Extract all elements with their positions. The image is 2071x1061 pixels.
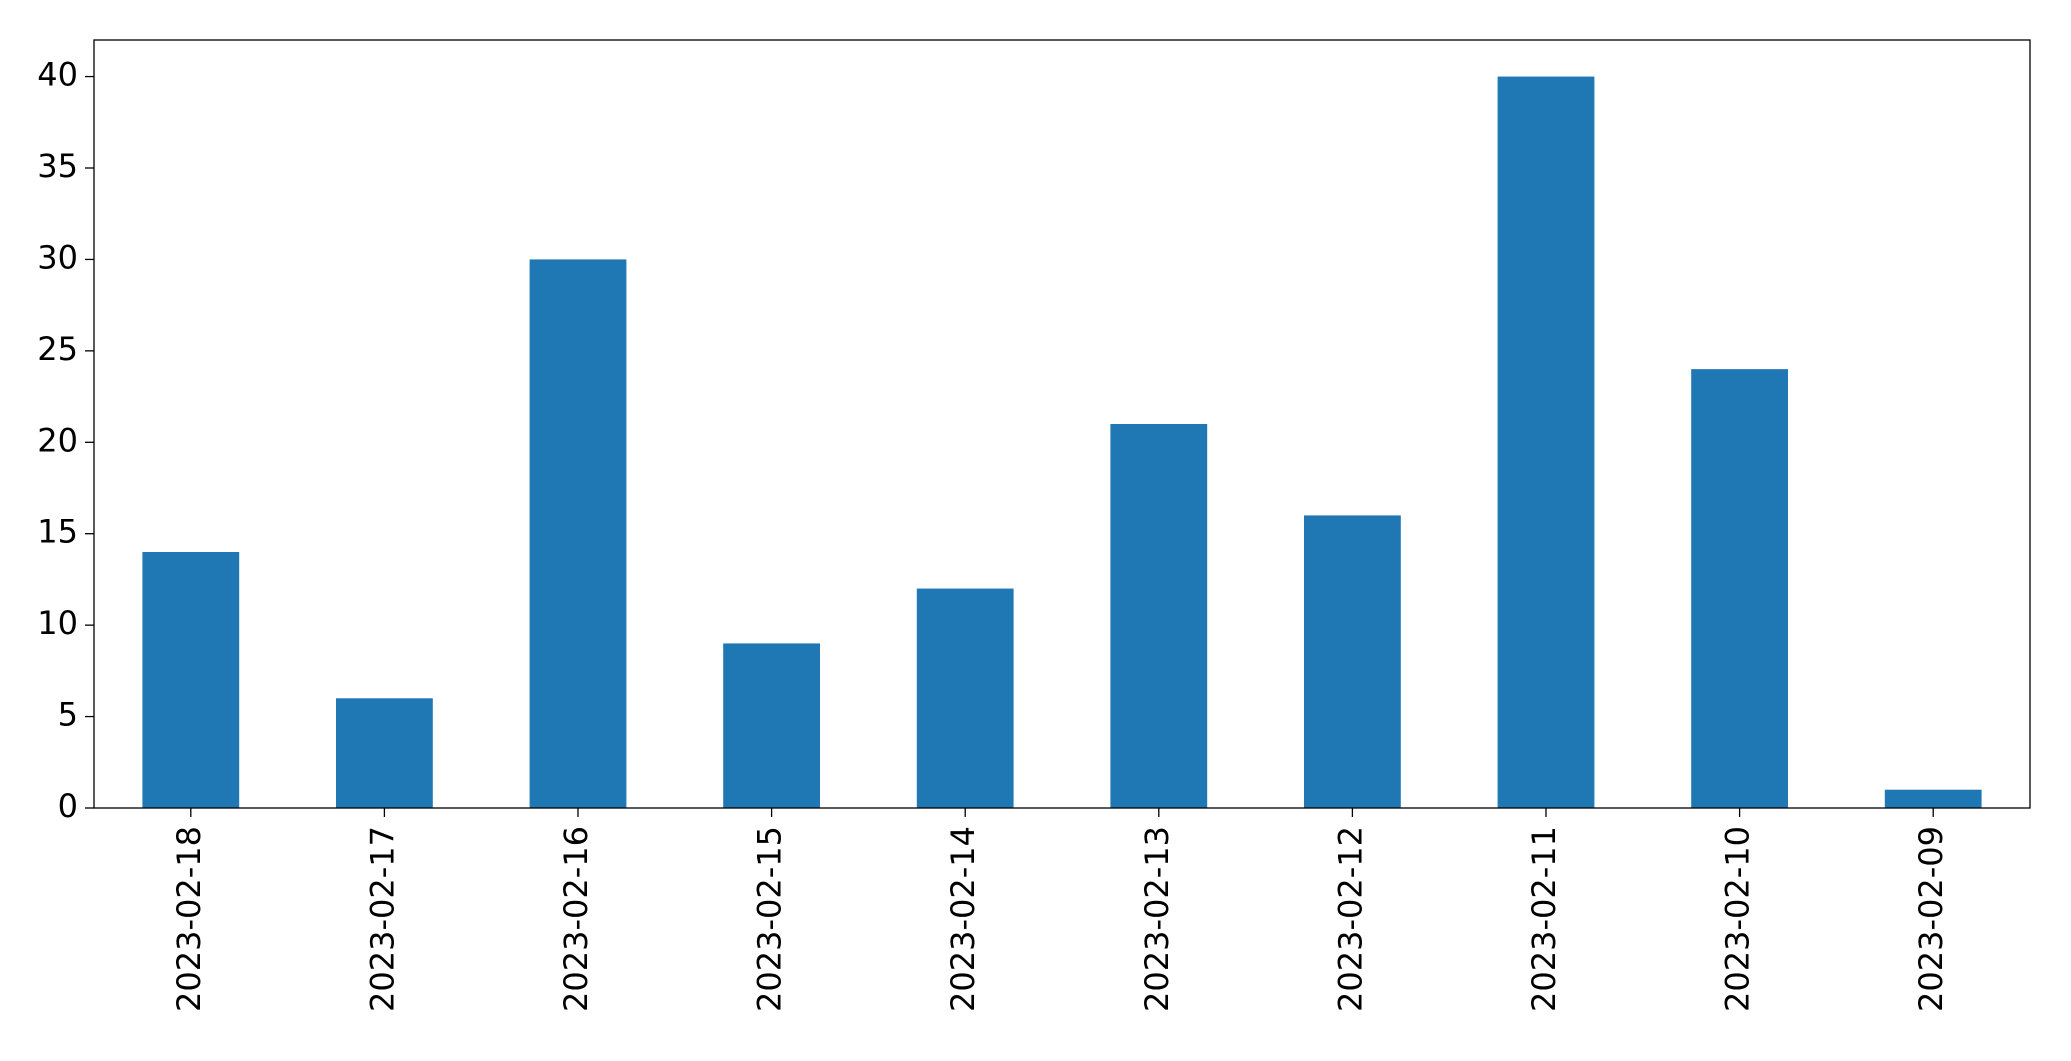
x-tick-label: 2023-02-18 [170, 826, 208, 1012]
bar [916, 588, 1014, 808]
bar [1304, 515, 1401, 808]
y-tick-label: 30 [37, 238, 78, 276]
y-tick-label: 40 [37, 56, 78, 94]
bar [1691, 369, 1788, 808]
y-tick-label: 35 [37, 147, 78, 185]
plot-frame [93, 39, 2031, 809]
bar [336, 698, 433, 808]
bar [142, 552, 240, 808]
y-tick-label: 0 [58, 787, 78, 825]
x-tick-label: 2023-02-12 [1331, 826, 1369, 1012]
y-tick-label: 15 [37, 513, 78, 551]
x-tick-label: 2023-02-11 [1525, 826, 1563, 1012]
bar [1497, 76, 1595, 809]
x-tick-label: 2023-02-09 [1912, 826, 1950, 1012]
x-tick-label: 2023-02-14 [944, 826, 982, 1012]
y-tick-label: 25 [37, 330, 78, 368]
x-tick-label: 2023-02-10 [1719, 826, 1757, 1012]
y-tick-label: 20 [37, 421, 78, 459]
bar [723, 643, 820, 808]
x-tick-label: 2023-02-17 [363, 826, 401, 1012]
y-tick-label: 10 [37, 604, 78, 642]
bar [1884, 789, 1982, 808]
x-tick-label: 2023-02-13 [1138, 826, 1176, 1012]
bar [1110, 424, 1208, 808]
y-tick-label: 5 [58, 696, 78, 734]
x-tick-label: 2023-02-15 [751, 826, 789, 1012]
bar [529, 259, 627, 808]
x-tick-label: 2023-02-16 [557, 826, 595, 1012]
